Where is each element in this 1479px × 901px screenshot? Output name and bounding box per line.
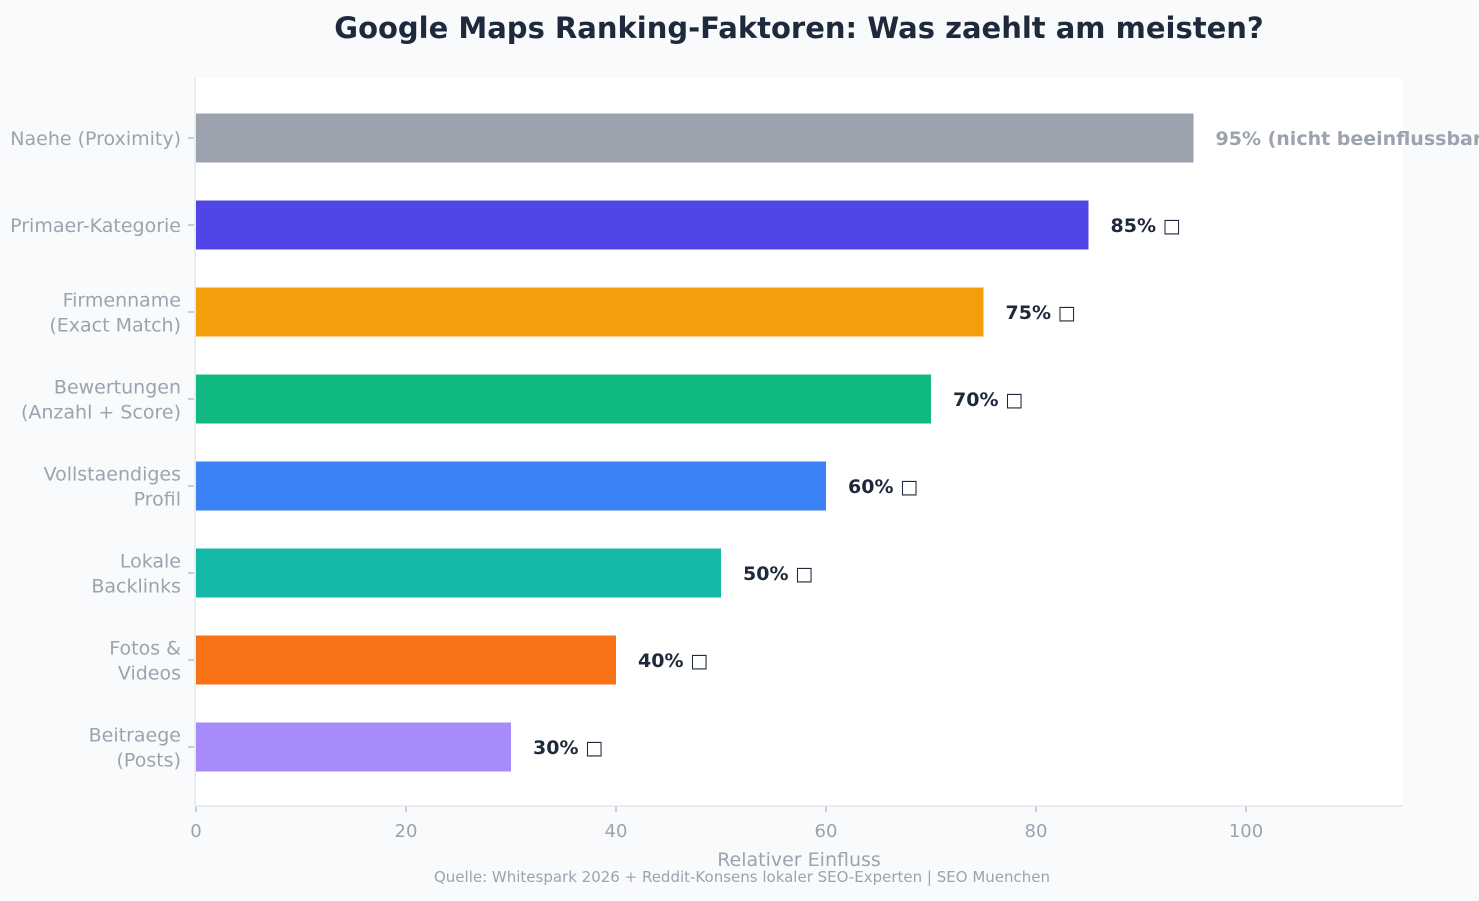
x-tick-label: 40 (605, 821, 628, 842)
category-label: Primaer-Kategorie (10, 215, 181, 237)
data-label: 70% □ (953, 389, 1023, 411)
source-note: Quelle: Whitespark 2026 + Reddit-Konsens… (434, 868, 1050, 886)
category-label: Fotos & (109, 638, 181, 660)
category-label: Lokale (120, 551, 181, 573)
bar (196, 287, 984, 337)
bar (196, 461, 826, 511)
plot-area (196, 78, 1403, 806)
bar (196, 635, 616, 685)
data-label: 60% □ (848, 476, 918, 498)
category-label: Bewertungen (54, 377, 181, 399)
category-label: Naehe (Proximity) (10, 128, 181, 150)
bar (196, 200, 1089, 250)
x-tick-label: 80 (1025, 821, 1048, 842)
bar (196, 374, 931, 424)
x-axis-label: Relativer Einfluss (717, 849, 881, 871)
category-label: (Posts) (117, 750, 181, 772)
category-label: Beitraege (89, 725, 181, 747)
bar (196, 113, 1194, 163)
category-label: (Anzahl + Score) (21, 402, 181, 424)
category-label: Vollstaendiges (44, 464, 181, 486)
category-label: Profil (134, 489, 181, 511)
category-label: (Exact Match) (49, 315, 181, 337)
data-label: 50% □ (743, 563, 813, 585)
x-tick-label: 60 (815, 821, 838, 842)
x-tick-label: 0 (190, 821, 201, 842)
category-label: Videos (118, 663, 181, 685)
category-label: Firmenname (63, 290, 181, 312)
data-label: 40% □ (638, 650, 708, 672)
x-tick-label: 100 (1229, 821, 1263, 842)
x-tick-label: 20 (395, 821, 418, 842)
data-label: 85% □ (1111, 215, 1181, 237)
data-label: 95% (nicht beeinflussbar) (1216, 128, 1479, 150)
data-label: 75% □ (1006, 302, 1076, 324)
bar (196, 548, 721, 598)
chart-title: Google Maps Ranking-Faktoren: Was zaehlt… (334, 11, 1263, 45)
category-label: Backlinks (91, 576, 181, 598)
bar (196, 722, 511, 772)
data-label: 30% □ (533, 737, 603, 759)
